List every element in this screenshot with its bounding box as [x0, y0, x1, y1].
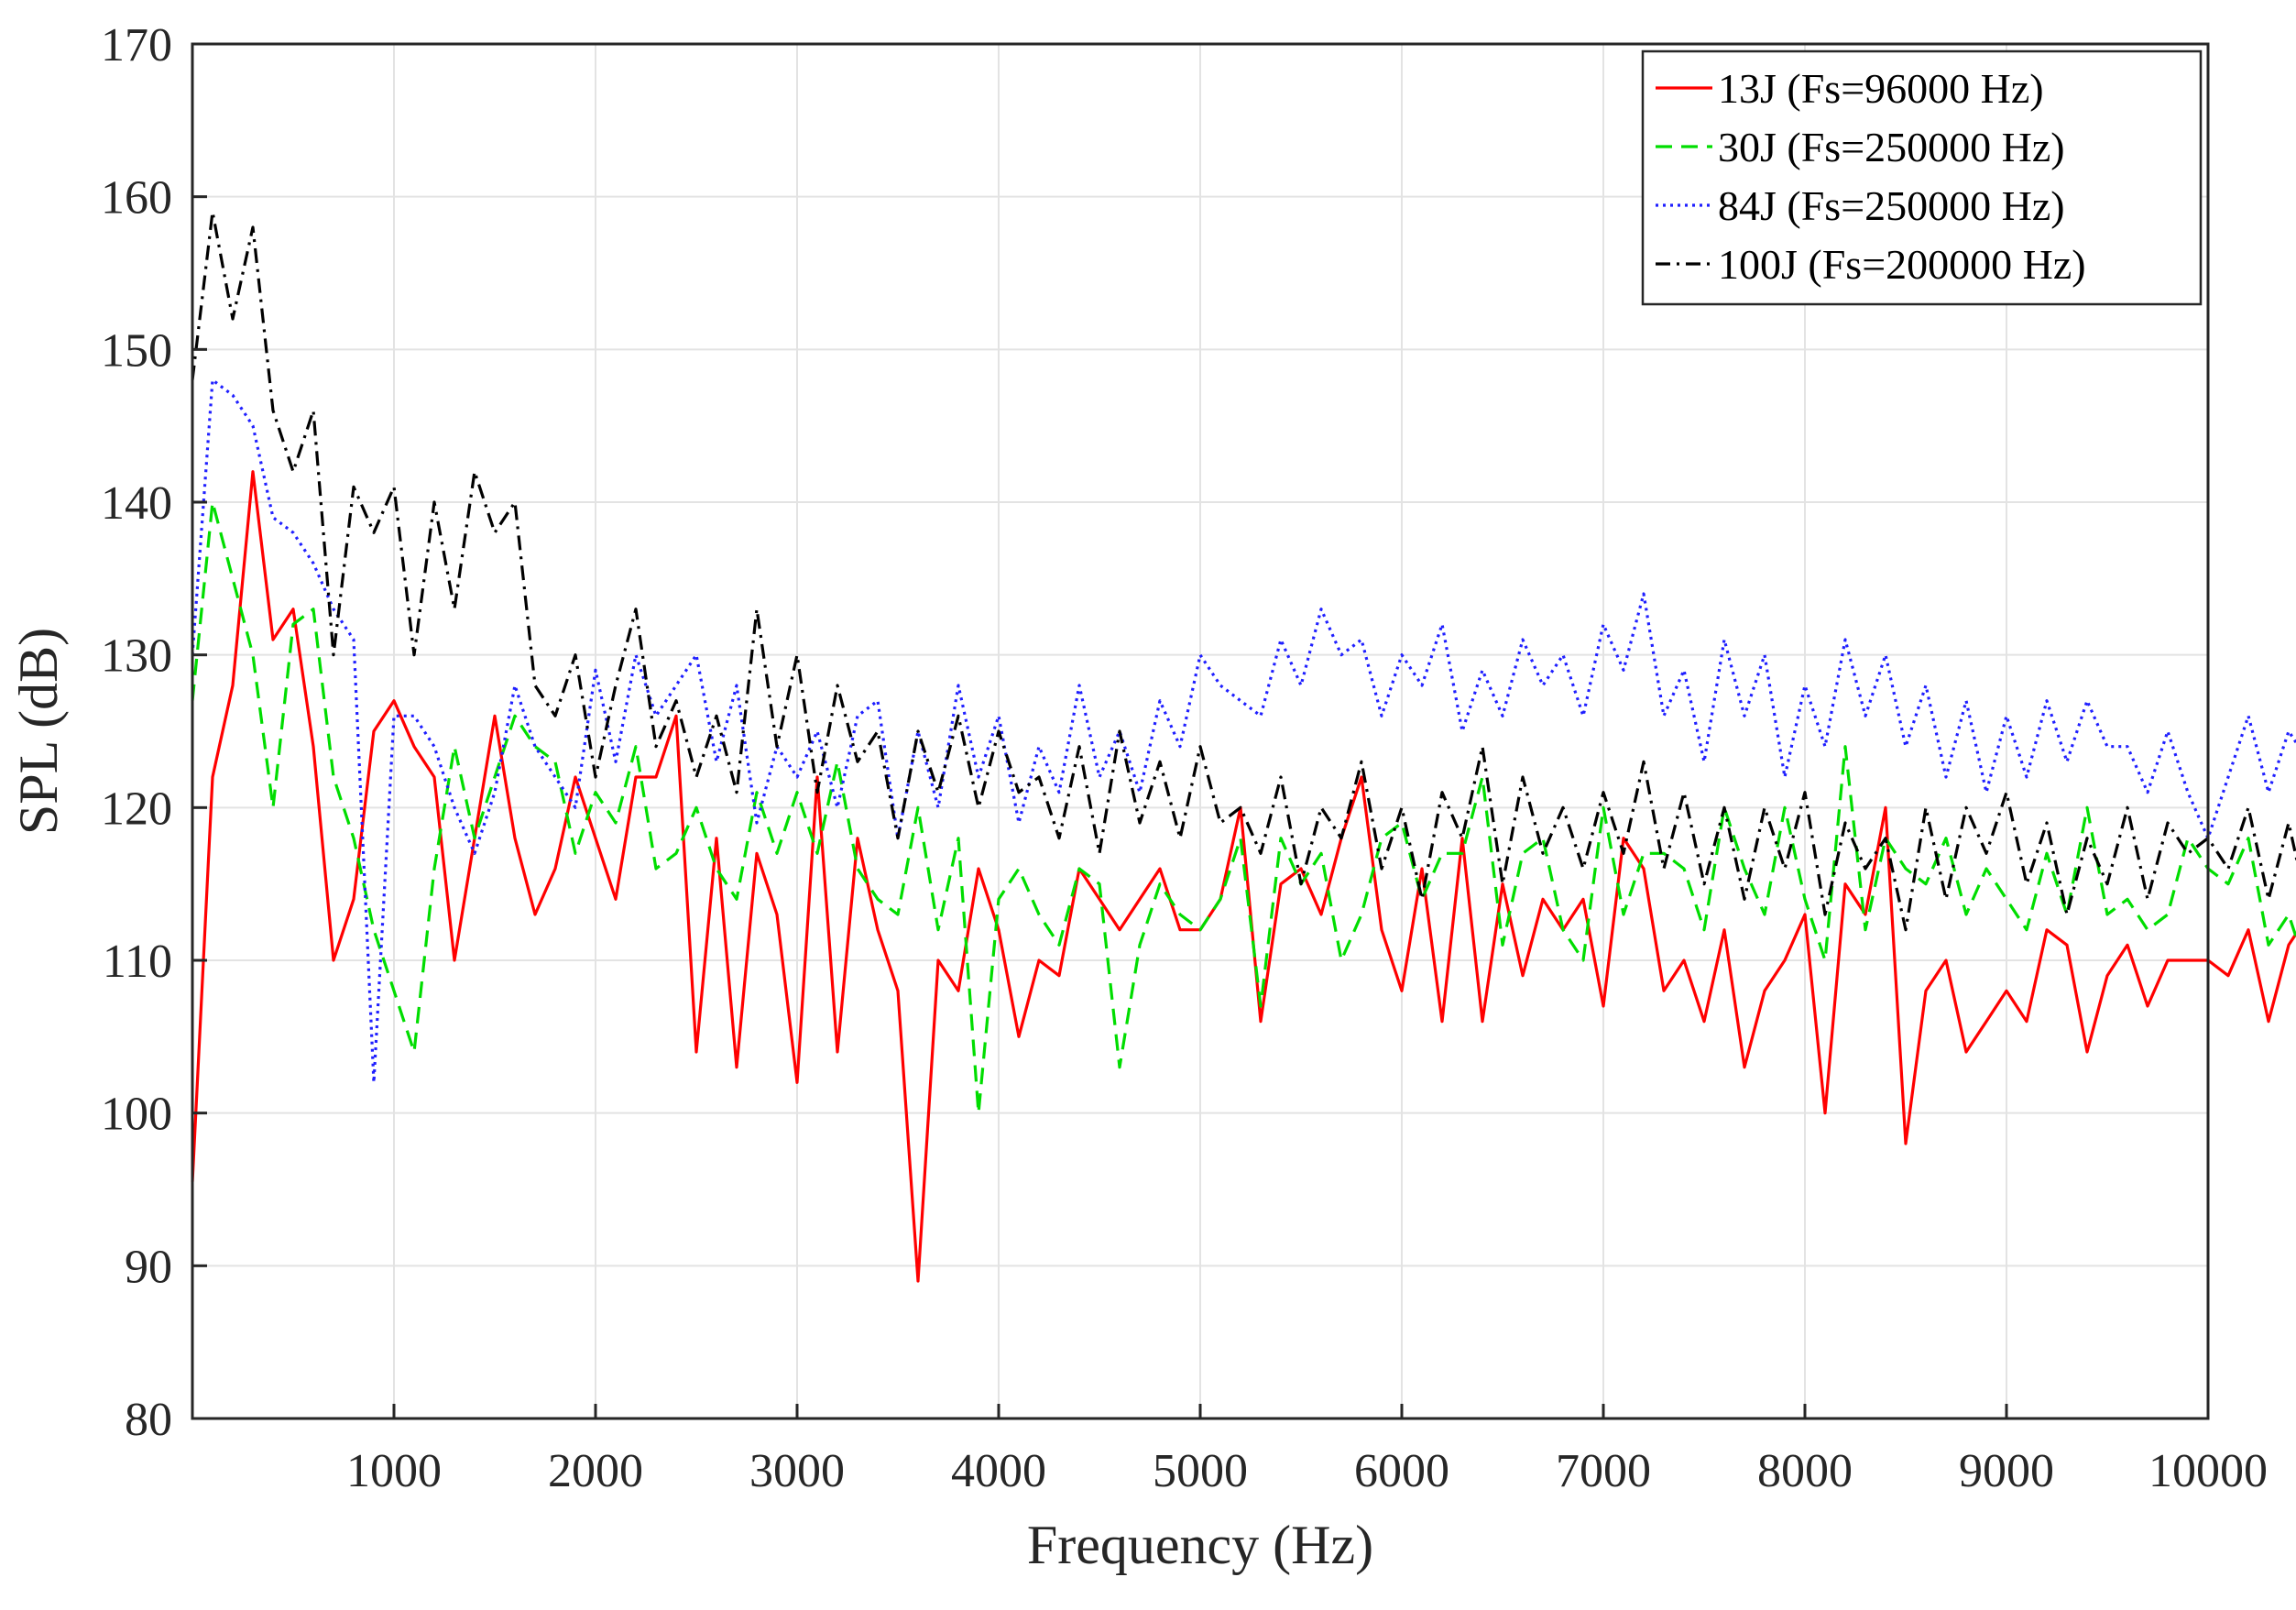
axes: [191, 42, 2210, 1420]
x-axis-label: Frequency (Hz): [1027, 1515, 1373, 1575]
y-axis-label: SPL (dB): [8, 628, 69, 835]
y-tick-labels: 80 90 100 110 120 130 140 150 160 170: [101, 19, 172, 1446]
x-tick-label-5: 6000: [1354, 1445, 1449, 1497]
y-tick-label-1: 90: [125, 1241, 172, 1293]
legend-label-3: 100J (Fs=200000 Hz): [1718, 241, 2086, 288]
x-tick-label-8: 9000: [1959, 1445, 2054, 1497]
y-tick-label-6: 140: [101, 477, 172, 530]
y-tick-label-3: 110: [103, 936, 172, 988]
legend-label-2: 84J (Fs=250000 Hz): [1718, 182, 2065, 229]
y-tick-label-0: 80: [125, 1394, 172, 1446]
x-tick-label-0: 1000: [346, 1445, 442, 1497]
legend-label-1: 30J (Fs=250000 Hz): [1718, 124, 2065, 170]
y-tick-label-7: 150: [101, 324, 172, 377]
y-tick-label-2: 100: [101, 1089, 172, 1141]
legend: 13J (Fs=96000 Hz) 30J (Fs=250000 Hz) 84J (…: [1641, 49, 2203, 306]
series-line-3: [191, 210, 2296, 932]
x-tick-label-1: 2000: [548, 1445, 643, 1497]
series-line-0: [191, 470, 2296, 1283]
x-tick-label-3: 4000: [951, 1445, 1046, 1497]
x-tick-label-2: 3000: [749, 1445, 845, 1497]
y-tick-label-4: 120: [101, 783, 172, 835]
x-tick-label-6: 7000: [1556, 1445, 1651, 1497]
x-tick-label-9: 10000: [2148, 1445, 2268, 1497]
y-tick-label-9: 170: [101, 19, 172, 71]
y-tick-label-8: 160: [101, 172, 172, 225]
series-layer: [191, 210, 2296, 1283]
series-line-2: [191, 378, 2296, 1084]
x-tick-label-4: 5000: [1153, 1445, 1248, 1497]
x-tick-labels: 1000 2000 3000 4000 5000 6000 7000 8000 9000 1000…: [346, 1445, 2268, 1497]
legend-label-0: 13J (Fs=96000 Hz): [1718, 65, 2044, 112]
x-tick-label-7: 8000: [1757, 1445, 1853, 1497]
y-tick-label-5: 130: [101, 630, 172, 683]
legend-box: [1641, 49, 2203, 306]
